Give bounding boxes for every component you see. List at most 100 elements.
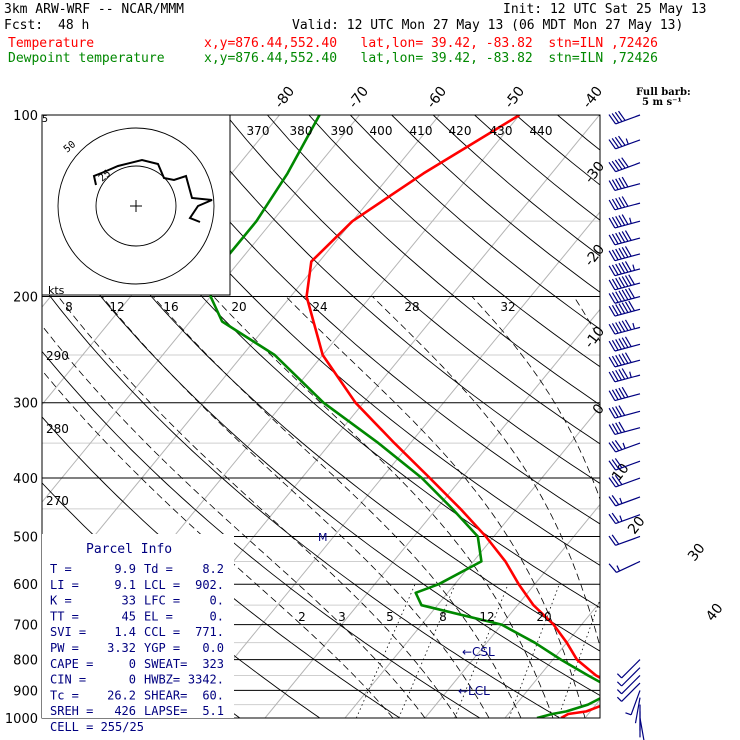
wind-barb-flag [618, 338, 626, 349]
isotherm-line [504, 601, 600, 718]
full-barb-label: Full barb: [636, 87, 691, 98]
mixing-ratio-label: 8 [65, 300, 73, 314]
wind-barb-half-flag [616, 673, 623, 679]
wind-barb-flag [618, 290, 626, 301]
wind-barb-flag [621, 337, 629, 348]
mixing-ratio-label: 20 [231, 300, 246, 314]
wind-barb [608, 261, 641, 277]
parcel-info-key: Td = [144, 562, 173, 576]
dry-adiabat [225, 115, 600, 445]
theta-label: 410 [410, 124, 433, 138]
wind-barb-flag [615, 277, 622, 289]
wind-barb [625, 690, 641, 716]
wind-barb-staff [621, 667, 641, 687]
wind-barb-flag [614, 111, 623, 122]
temperature-legend-label: Temperature [8, 36, 95, 51]
wind-barb-flag [615, 369, 622, 381]
mixing-ratio-label: 16 [163, 300, 178, 314]
wind-barb-staff [621, 682, 641, 702]
parcel-info-key: CIN = [50, 673, 86, 687]
wind-barb-flag [608, 460, 617, 471]
mixing-ratio-line [398, 584, 456, 718]
wind-barb-staff [615, 460, 641, 471]
wind-barb [616, 675, 641, 695]
wind-barb-flag [621, 289, 629, 301]
theta-label: 420 [449, 124, 472, 138]
parcel-info-value: 0.0 [202, 641, 224, 655]
theta-label-left: 270 [46, 494, 69, 508]
parcel-info-value: 1.4 [114, 625, 136, 639]
wind-barb-flag [618, 197, 626, 208]
wind-barb-half-flag [629, 217, 632, 224]
mixing-ratio-label: 20 [536, 610, 551, 624]
wind-barb [608, 368, 641, 383]
wind-barb-flag [608, 234, 616, 246]
dry-adiabat [184, 115, 600, 484]
wind-barb-flag [608, 199, 616, 211]
wind-barb-flag [608, 293, 616, 304]
wind-barb-flag [618, 321, 626, 332]
theta-label: 440 [530, 124, 553, 138]
hodograph-center [130, 200, 142, 212]
wind-barb-flag [621, 214, 629, 225]
wind-barb-flag [611, 138, 620, 149]
wind-barb-flag [624, 319, 632, 331]
hodograph-ring [95, 165, 177, 247]
parcel-info-value: 0. [210, 594, 224, 608]
wind-barb-flag [618, 135, 626, 146]
wind-barb-flag [628, 300, 635, 312]
dewpoint-legend-label: Dewpoint temperature [8, 51, 165, 66]
wind-barb [608, 405, 641, 419]
pressure-tick-label: 500 [13, 530, 38, 545]
wind-barb [608, 386, 641, 402]
parcel-info-key: CAPE = [50, 657, 93, 671]
wind-barb-flag [621, 157, 629, 168]
wind-barb-staff [615, 477, 641, 488]
dry-adiabat [59, 115, 600, 609]
wind-barb-staff [615, 139, 641, 150]
wind-barb-staff [616, 560, 641, 573]
wind-barb-flag [618, 262, 626, 274]
parcel-info-box [42, 534, 234, 718]
parcel-info-value: 323 [202, 657, 224, 671]
wind-barb [608, 176, 641, 192]
parcel-info-value: 902. [195, 578, 224, 592]
wind-barb-flag [611, 339, 619, 351]
wind-barb-flag [618, 247, 626, 259]
wind-barb-flag [624, 275, 632, 286]
wind-barb-half-flag [619, 515, 623, 522]
plot-border [41, 114, 601, 719]
wind-barb-flag [611, 264, 619, 276]
parcel-info-value: 60. [202, 688, 224, 702]
forecast-label: Fcst: [4, 18, 44, 33]
wind-barb [608, 439, 641, 453]
mixing-ratio-label: 3 [338, 610, 346, 624]
wind-barb-staff [639, 717, 645, 740]
parcel-info-key: T = [50, 562, 72, 576]
wind-barb [608, 230, 641, 246]
wind-barb-staff [615, 535, 641, 546]
parcel-info-key: LI = [50, 578, 79, 592]
parcel-info-value: 9.1 [114, 578, 136, 592]
wind-barb [608, 534, 641, 546]
wind-barb-flag [611, 113, 620, 124]
parcel-info-value: 0 [129, 657, 136, 671]
parcel-info-key: YGP = [144, 641, 180, 655]
dry-adiabat [101, 115, 600, 566]
parcel-info-key: K = [50, 594, 72, 608]
wind-barbs [608, 110, 645, 740]
wind-barb [634, 697, 641, 724]
parcel-info-value: 9.9 [114, 562, 136, 576]
wind-barb-flag [618, 232, 626, 243]
pressure-tick-label: 300 [13, 397, 38, 412]
wind-barb-flag [615, 354, 622, 366]
wind-barb-flag [624, 301, 632, 312]
wind-barb-flag [611, 423, 619, 434]
wind-barb [608, 287, 641, 304]
wind-barb-flag [618, 110, 626, 121]
wind-barb-flag [624, 246, 632, 257]
isotherm-line [184, 211, 600, 718]
moist-adiabat [42, 325, 426, 718]
